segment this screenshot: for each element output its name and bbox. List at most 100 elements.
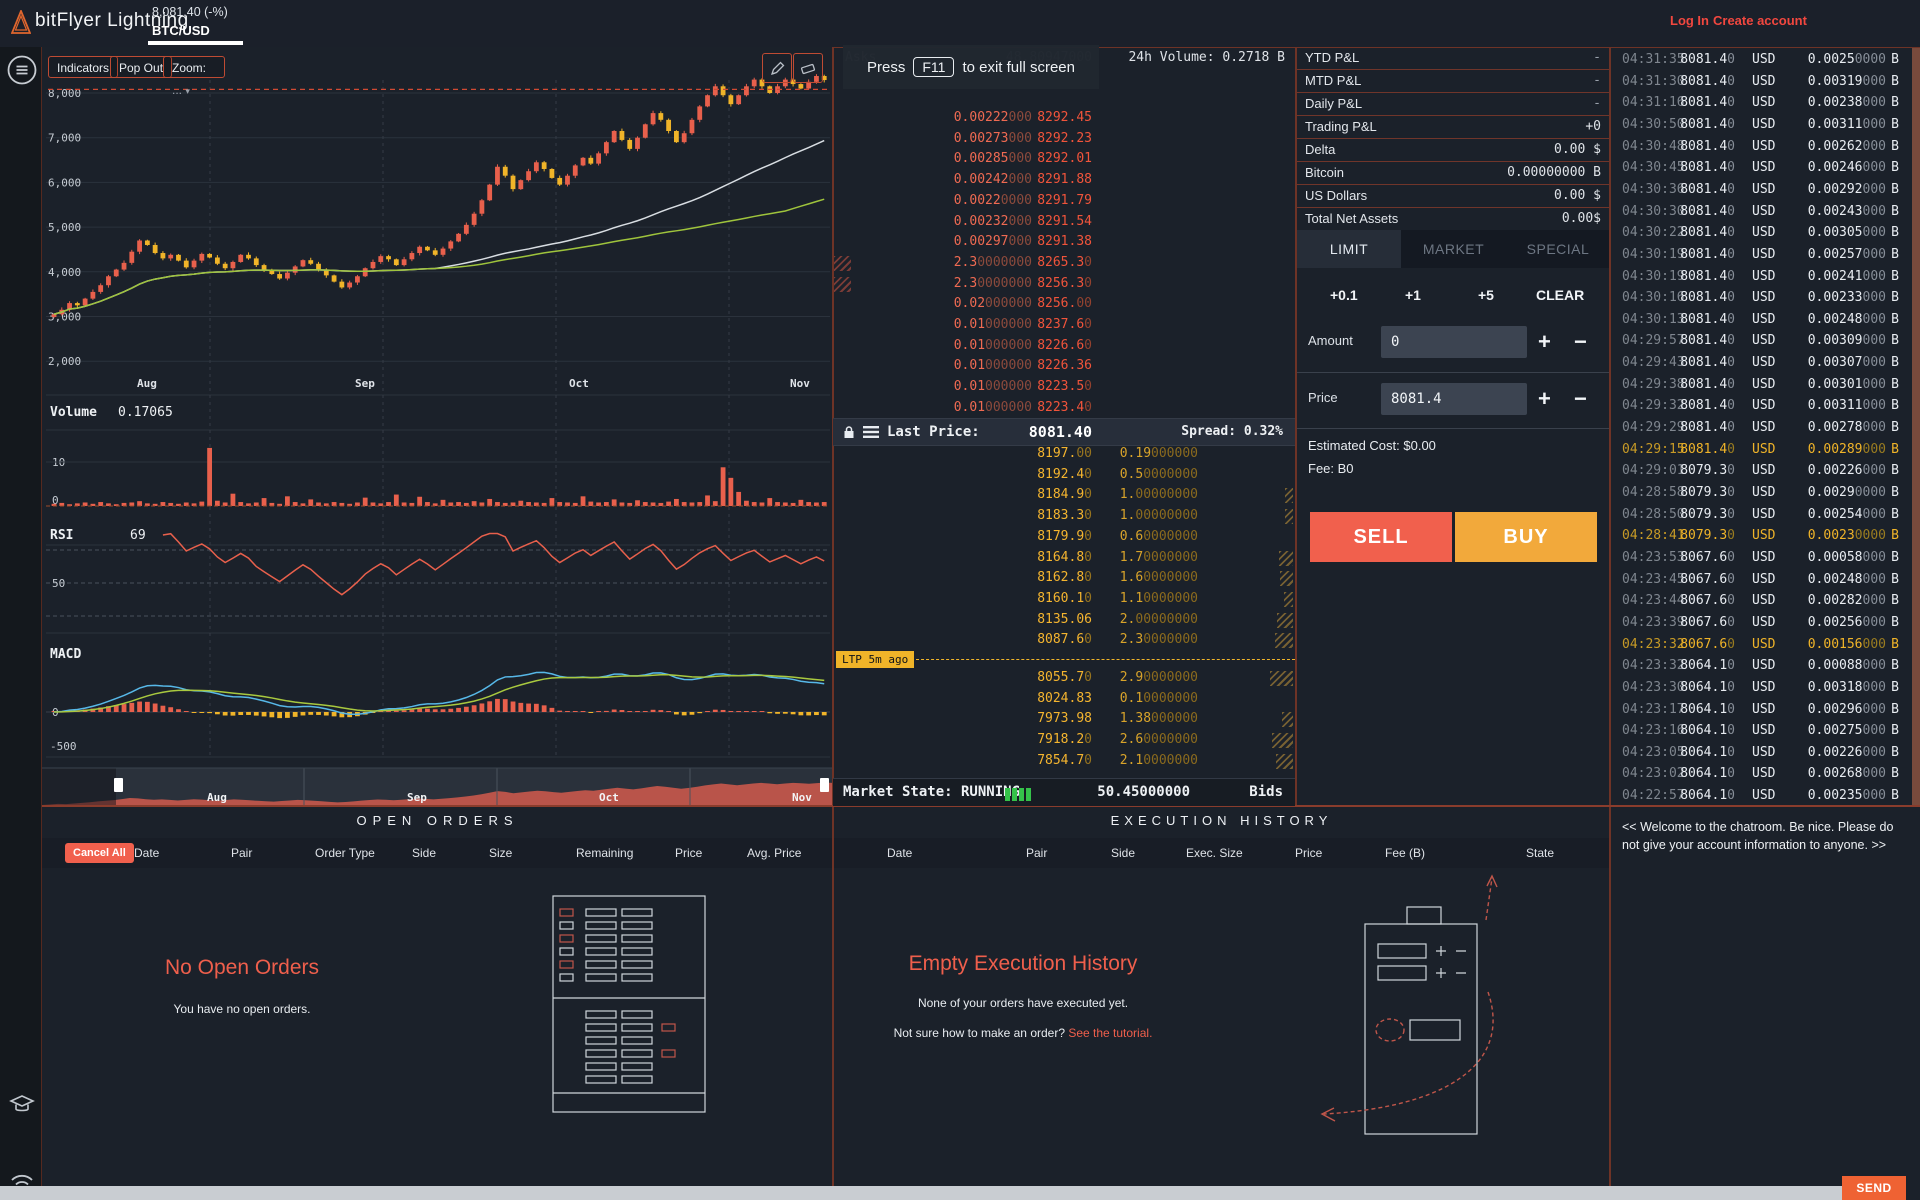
- ask-row[interactable]: 0.00285000 8292.01: [953, 151, 1092, 167]
- ask-row[interactable]: 0.00297000 8291.38: [953, 234, 1092, 250]
- pop-out-button[interactable]: Pop Out: [110, 56, 173, 78]
- pencil-icon: [770, 61, 784, 75]
- ask-row[interactable]: 0.02000000 8256.00: [953, 296, 1092, 312]
- ticker-row: 04:23:16 USD 8064.10 0.00275000 B: [1622, 723, 1899, 739]
- ticker-row: 04:30:13 USD 8081.40 0.00248000 B: [1622, 311, 1899, 327]
- bid-row[interactable]: 8179.90 0.60000000: [1037, 528, 1198, 544]
- eraser-button[interactable]: [793, 53, 823, 83]
- price-input[interactable]: [1381, 383, 1527, 415]
- bid-row[interactable]: 8024.83 0.10000000: [1037, 690, 1198, 706]
- account-summary: YTD P&L - MTD P&L - Daily P&L - Trading P&L +0 D…: [1297, 47, 1609, 231]
- bid-row[interactable]: 7918.20 2.60000000: [833, 730, 1295, 751]
- amount-minus-button[interactable]: −: [1574, 329, 1587, 354]
- quick-add-1-button[interactable]: +1: [1405, 287, 1421, 303]
- market-state-bar: Market State: RUNNING 50.45000000 Bids: [833, 778, 1295, 806]
- grouping-menu-icon[interactable]: [863, 426, 879, 438]
- ask-row[interactable]: 0.01000000 8223.50: [953, 379, 1092, 395]
- create-account-link[interactable]: Create account: [1713, 13, 1807, 28]
- bid-row[interactable]: 8183.30 1.00000000: [833, 506, 1295, 527]
- last-price-bar: Last Price: 8081.40 Spread: 0.32%: [833, 418, 1295, 446]
- bid-row[interactable]: 7854.70 2.10000000: [833, 751, 1295, 772]
- ask-row[interactable]: 2.30000000 8256.30: [833, 274, 1295, 295]
- ask-row[interactable]: 0.01000000 8223.40: [953, 399, 1092, 415]
- graduation-cap-icon[interactable]: [9, 1094, 35, 1114]
- lock-icon[interactable]: [843, 425, 855, 439]
- app-header: bitFlyer Lightning 8,081.40 (-%) BTC/USD…: [0, 0, 1920, 47]
- column-header: Size: [489, 846, 513, 860]
- ask-row[interactable]: 0.00273000 8292.23: [953, 130, 1092, 146]
- price-minus-button[interactable]: −: [1574, 386, 1587, 411]
- bid-row[interactable]: 8162.80 1.60000000: [833, 568, 1295, 589]
- ticker-scrollbar[interactable]: [1912, 48, 1920, 805]
- tab-special[interactable]: SPECIAL: [1506, 230, 1610, 268]
- see-tutorial-link[interactable]: See the tutorial.: [1068, 1026, 1153, 1040]
- bid-row[interactable]: 8192.40 0.50000000: [1037, 466, 1198, 482]
- bid-row[interactable]: 8164.80 1.70000000: [833, 548, 1295, 569]
- zoom-dropdown[interactable]: Zoom: ... ▾: [163, 56, 225, 97]
- column-header: Side: [412, 846, 437, 860]
- column-header: Price: [675, 846, 703, 860]
- ticker-row: 04:30:48 USD 8081.40 0.00262000 B: [1622, 138, 1899, 154]
- bid-row[interactable]: 8055.70 2.90000000: [833, 668, 1295, 689]
- open-orders-empty-state: No Open Orders You have no open orders.: [62, 956, 422, 1016]
- tab-limit[interactable]: LIMIT: [1297, 230, 1401, 268]
- bid-row[interactable]: 8160.10 1.10000000: [833, 589, 1295, 610]
- no-open-orders-text: No Open Orders: [164, 956, 320, 979]
- bid-row[interactable]: 8135.06 2.00000000: [833, 610, 1295, 631]
- ticker-row: 04:22:57 USD 8064.10 0.00235000 B: [1622, 788, 1899, 804]
- chevron-down-icon: ▾: [185, 86, 190, 96]
- ticker-row: 04:30:16 USD 8081.40 0.00233000 B: [1622, 290, 1899, 306]
- ask-row[interactable]: 0.00232000 8291.54: [953, 213, 1092, 229]
- amount-input[interactable]: [1381, 326, 1527, 358]
- horizontal-scrollbar[interactable]: [0, 1186, 1842, 1200]
- trade-ticker: 04:31:35 USD 8081.40 0.00250000 B 04:31:30 USD…: [1610, 49, 1913, 805]
- ask-row[interactable]: 2.30000000 8265.30: [833, 253, 1295, 274]
- execution-history-header-row: Date Pair Side Exec. Size Price Fee (B) State: [833, 838, 1610, 868]
- ticker-row: 04:28:41 USD 8079.30 0.00230000 B: [1622, 528, 1899, 544]
- ticker-panel-bg: [1610, 47, 1920, 805]
- ask-row[interactable]: 0.01000000 8226.36: [953, 358, 1092, 374]
- tab-market[interactable]: MARKET: [1401, 230, 1506, 268]
- left-sidebar: [0, 47, 42, 1200]
- ticker-row: 04:23:32 USD 8064.10 0.00088000 B: [1622, 658, 1899, 674]
- cancel-all-button[interactable]: Cancel All: [65, 843, 134, 863]
- ask-row[interactable]: 0.00222000 8292.45: [953, 110, 1092, 125]
- clear-button[interactable]: CLEAR: [1536, 287, 1585, 303]
- column-header: Fee (B): [1385, 846, 1426, 860]
- divider: [1297, 372, 1610, 373]
- account-row: Daily P&L -: [1297, 93, 1609, 116]
- execution-history-title: EXECUTION HISTORY: [1110, 813, 1333, 828]
- buy-button[interactable]: BUY: [1455, 512, 1597, 562]
- svg-text:5,000: 5,000: [48, 221, 81, 234]
- svg-text:69: 69: [130, 528, 146, 543]
- price-plus-button[interactable]: +: [1538, 386, 1551, 411]
- ask-row[interactable]: 0.01000000 8237.60: [953, 317, 1092, 332]
- order-type-tabs: LIMIT MARKET SPECIAL: [1297, 230, 1610, 268]
- bid-row[interactable]: 8184.90 1.00000000: [833, 485, 1295, 506]
- ask-row[interactable]: 0.00220000 8291.79: [953, 192, 1092, 208]
- quick-add-0.1-button[interactable]: +0.1: [1330, 287, 1358, 303]
- amount-plus-button[interactable]: +: [1538, 329, 1551, 354]
- chat-panel-bg: [1610, 805, 1920, 1200]
- bid-row[interactable]: 7973.98 1.38000000: [833, 709, 1295, 730]
- bids-below-ltp-list: 8055.70 2.90000000 8024.83 0.10000000 7973.9…: [833, 668, 1295, 772]
- sell-button[interactable]: SELL: [1310, 512, 1452, 562]
- svg-text:2,000: 2,000: [48, 355, 81, 368]
- ticker-row: 04:23:39 USD 8067.60 0.00256000 B: [1622, 614, 1899, 630]
- ask-row[interactable]: 0.01000000 8226.60: [953, 337, 1092, 353]
- ask-row[interactable]: 0.00242000 8291.88: [953, 172, 1092, 188]
- chat-send-button[interactable]: SEND: [1842, 1176, 1906, 1200]
- draw-pencil-button[interactable]: [762, 53, 792, 83]
- bid-row[interactable]: 8197.00 0.19000000: [1037, 446, 1198, 461]
- svg-text:Nov: Nov: [790, 377, 810, 390]
- price-chart[interactable]: 8,000 7,000 6,000 5,000 4,000 3,000 2,000 Aug Se…: [42, 50, 833, 807]
- indicators-button[interactable]: Indicators: [48, 56, 119, 78]
- bid-row[interactable]: 8087.60 2.30000000: [833, 630, 1295, 651]
- log-in-link[interactable]: Log In: [1670, 13, 1709, 28]
- quick-add-5-button[interactable]: +5: [1478, 287, 1494, 303]
- hamburger-menu-icon[interactable]: [7, 55, 37, 85]
- svg-text:0: 0: [52, 494, 59, 507]
- svg-text:Oct: Oct: [599, 791, 619, 804]
- tab-btc-usd[interactable]: BTC/USD: [152, 23, 210, 38]
- divider: [832, 47, 834, 1200]
